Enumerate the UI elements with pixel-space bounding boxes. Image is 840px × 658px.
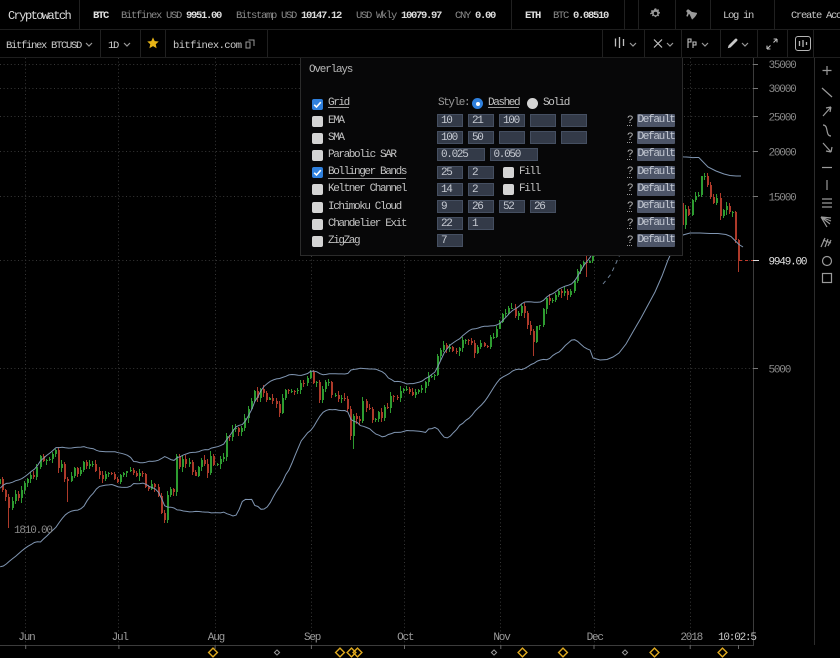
svg-text:9949.00: 9949.00: [769, 257, 807, 269]
svg-text:30000: 30000: [769, 84, 797, 96]
svg-text:1810.00: 1810.00: [14, 525, 52, 537]
svg-text:5000: 5000: [769, 364, 791, 376]
svg-text:Jul: Jul: [112, 632, 129, 644]
svg-text:15000: 15000: [769, 192, 797, 204]
svg-text:Jun: Jun: [18, 632, 35, 644]
svg-text:20000: 20000: [769, 147, 797, 159]
svg-text:Dec: Dec: [587, 632, 604, 644]
svg-text:Sep: Sep: [304, 632, 321, 644]
svg-text:2018: 2018: [680, 632, 702, 644]
svg-text:35000: 35000: [769, 60, 797, 72]
svg-text:Aug: Aug: [208, 632, 225, 644]
svg-text:25000: 25000: [769, 113, 797, 125]
svg-text:Nov: Nov: [493, 632, 511, 644]
svg-text:Oct: Oct: [397, 632, 414, 644]
svg-text:10:02:5: 10:02:5: [718, 632, 756, 644]
